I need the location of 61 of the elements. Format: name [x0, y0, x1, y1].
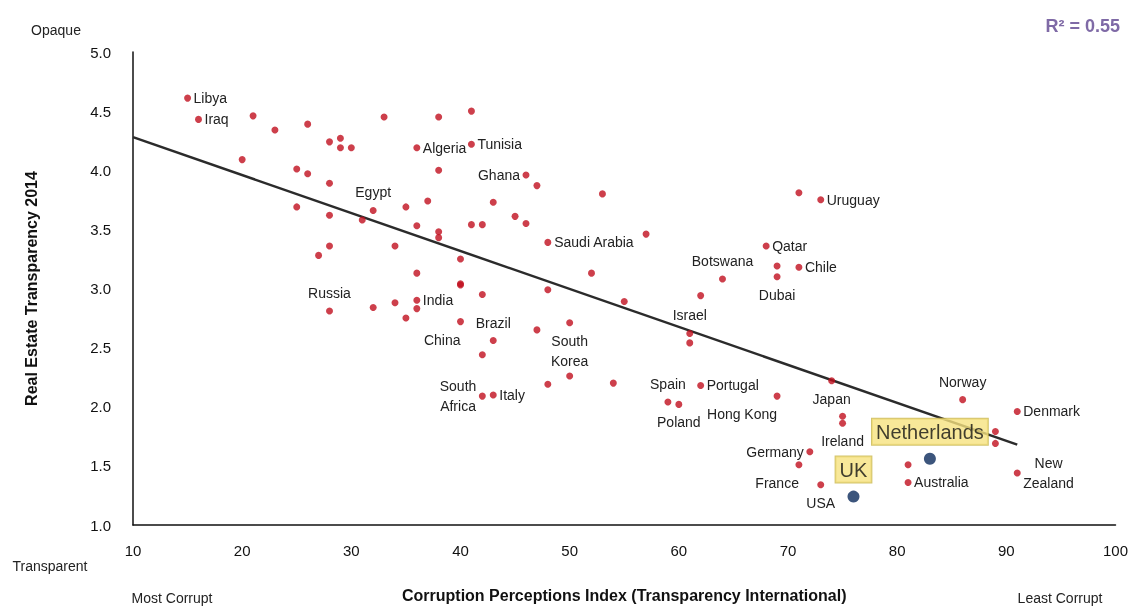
y-tick-label: 4.0	[90, 161, 111, 179]
annotation: USA	[806, 494, 836, 511]
annotation: Qatar	[772, 237, 808, 254]
text: Least Corrupt	[1017, 590, 1103, 606]
annotation: Denmark	[1023, 403, 1082, 420]
x-tick-label: 40	[452, 542, 469, 559]
x-tick-label: 60	[670, 542, 688, 559]
annotation: Italy	[499, 386, 525, 403]
annotation: Poland	[657, 414, 701, 431]
annotation: China	[423, 331, 461, 348]
text: R² = 0.55	[1045, 16, 1120, 36]
y-tick-label: 2.0	[90, 398, 111, 416]
annotation: Algeria	[422, 139, 467, 156]
x-tick-label: 50	[561, 542, 578, 559]
y-axis-title: Real Estate Transparency 2014	[22, 171, 40, 406]
annotation: Norway	[938, 373, 987, 390]
data-label: Netherlands	[875, 420, 984, 443]
y-tick-label: 2.5	[90, 339, 111, 357]
annotation: Israel	[672, 307, 707, 324]
annotation: Australia	[914, 474, 969, 491]
data-label: UK	[839, 458, 869, 481]
x-tick-label: 80	[888, 542, 906, 559]
x-tick-label: 20	[233, 542, 251, 559]
y-tick-label: 1.5	[90, 457, 111, 475]
annotation: France	[755, 474, 800, 491]
annotation: Botswana	[691, 253, 754, 270]
annotation: Egypt	[355, 184, 392, 201]
annotation: Russia	[308, 284, 352, 301]
x-tick-label: 90	[997, 542, 1015, 559]
text: Most Corrupt	[131, 590, 213, 606]
annotation: Tunisia	[477, 136, 523, 153]
y-tick-label: 3.5	[90, 220, 111, 238]
annotation: Hong Kong	[707, 406, 778, 423]
annotation: Spain	[650, 376, 686, 393]
x-tick-label: 30	[342, 542, 360, 559]
x-tick-label: 10	[124, 542, 142, 559]
y-tick-label: 1.0	[90, 516, 111, 534]
annotation: Portugal	[706, 377, 759, 394]
annotation: Brazil	[475, 314, 511, 331]
annotation: Ghana	[477, 166, 521, 183]
annotation: Chile	[804, 259, 838, 276]
annotation: Ireland	[821, 433, 864, 450]
annotation: India	[422, 292, 454, 309]
annotation: Iraq	[204, 111, 229, 128]
annotation: Saudi Arabia	[554, 234, 634, 251]
y-tick-label: 3.0	[90, 280, 111, 297]
text: Transparent	[12, 558, 88, 574]
annotation: Dubai	[758, 286, 796, 303]
annotation: Japan	[812, 390, 851, 407]
x-tick-label: 70	[779, 542, 797, 559]
y-tick-label: 4.5	[90, 102, 111, 120]
annotation: South Africa	[439, 378, 477, 415]
y-tick-label: 5.0	[90, 43, 111, 61]
x-tick-label: 100	[1102, 542, 1128, 559]
annotation: South Korea	[550, 332, 589, 369]
annotation: Libya	[193, 90, 228, 107]
annotation: Uruguay	[826, 191, 880, 208]
x-axis-title: Corruption Perceptions Index (Transparency International)	[401, 586, 847, 604]
annotation: Germany	[746, 443, 804, 460]
text: Opaque	[31, 22, 82, 38]
annotation: New Zealand	[1023, 454, 1074, 491]
